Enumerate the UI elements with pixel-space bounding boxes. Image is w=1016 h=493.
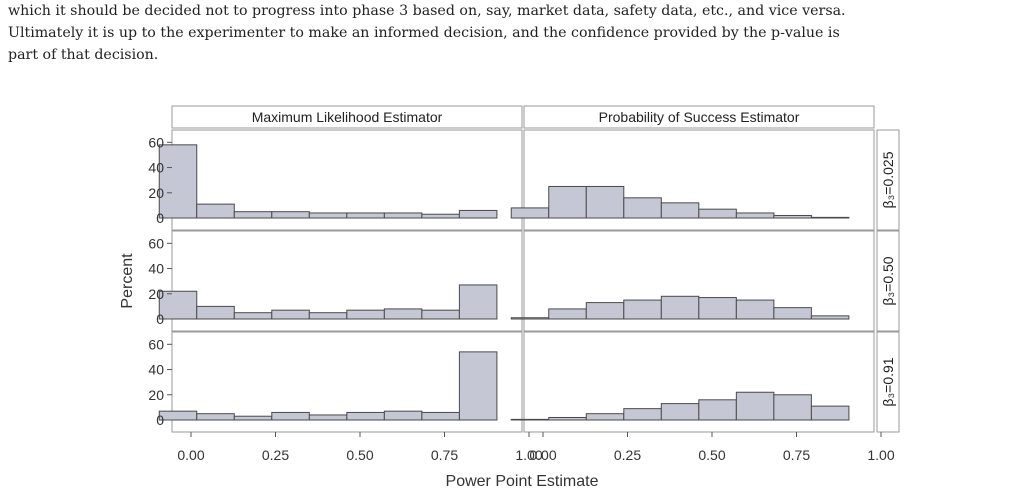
column-strip-label: Maximum Likelihood Estimator [252,109,443,125]
y-tick-label: 60 [148,336,164,352]
histogram-bar [510,418,550,421]
histogram-bar [458,351,498,421]
histogram-bar [383,308,423,320]
histogram-bar [773,307,812,320]
histogram-bar [735,299,775,320]
histogram-bar [735,391,775,421]
histogram-bar [623,299,662,320]
body-paragraph: which it should be decided not to progre… [8,0,1008,66]
x-tick-label: 0.00 [529,447,556,463]
paragraph-line: which it should be decided not to progre… [8,3,846,19]
histogram-bar [271,411,310,421]
histogram-bar [233,415,273,421]
histogram-bar [271,309,310,320]
y-tick-label: 60 [148,134,164,150]
x-tick-label: 1.00 [867,447,894,463]
histogram-bar [421,411,460,421]
y-tick-label: 40 [148,261,164,277]
column-strip [171,105,523,129]
histogram-bar [698,297,737,320]
histogram-bar [346,309,385,320]
x-tick-label: 0.75 [783,447,810,463]
histogram-bar [271,211,310,219]
row-strip [876,230,900,332]
histogram-bar [660,403,700,421]
column-strip [523,105,875,129]
y-axis-title: Percent [119,253,136,309]
x-tick-label: 1.00 [515,447,542,463]
histogram-bar [548,185,587,219]
histogram-bar [810,216,850,219]
row-strip-label: β₃=0.91 [880,357,896,406]
histogram-bar [421,213,460,219]
histogram-bar [660,202,700,219]
histogram-bar [158,290,198,320]
paragraph-line: Ultimately it is up to the experimenter … [8,25,840,41]
histogram-bar [585,302,625,320]
histogram-bar [548,308,587,320]
histogram-bar [773,394,812,421]
histogram-bar [196,305,235,320]
histogram-bar [623,197,662,219]
histogram-bar [196,413,235,421]
x-tick-label: 0.25 [262,447,289,463]
y-tick-label: 0 [156,311,164,327]
histogram-bar [810,405,850,421]
y-tick-label: 0 [156,210,164,226]
histogram-bar [308,212,348,219]
y-tick-label: 20 [148,286,164,302]
histogram-bar [458,284,498,320]
row-strip-label: β₃=0.50 [880,256,896,305]
y-tick-label: 20 [148,185,164,201]
histogram-bar [698,399,737,421]
histogram-bar [773,214,812,219]
x-tick-label: 0.50 [698,447,725,463]
row-strip [876,129,900,231]
histogram-bar [585,185,625,219]
histogram-bar [810,315,850,320]
x-axis-title: Power Point Estimate [446,473,599,490]
paragraph-line: part of that decision. [8,47,159,63]
y-tick-label: 20 [148,387,164,403]
histogram-bar [308,312,348,320]
histogram-bar [585,413,625,421]
histogram-bar [346,411,385,421]
histogram-bar [196,203,235,219]
histogram-bar [233,312,273,320]
histogram-bar [510,207,550,219]
histogram-bar [158,144,198,219]
x-tick-label: 0.00 [177,447,204,463]
x-tick-label: 0.75 [431,447,458,463]
histogram-bar [308,414,348,421]
row-strip [876,331,900,433]
histogram-bar [233,211,273,219]
histogram-bar [735,212,775,219]
histogram-bar [458,209,498,219]
histogram-bar [383,410,423,421]
histogram-bar [421,309,460,320]
y-tick-label: 40 [148,160,164,176]
histogram-bar [548,416,587,421]
histogram-bar [698,208,737,219]
histogram-bar [158,410,198,421]
y-tick-label: 60 [148,235,164,251]
y-tick-label: 40 [148,362,164,378]
x-tick-label: 0.25 [614,447,641,463]
y-tick-label: 0 [156,412,164,428]
histogram-bar [623,408,662,421]
histogram-bar [660,295,700,320]
x-tick-label: 0.50 [346,447,373,463]
row-strip-label: β₃=0.025 [880,151,896,208]
column-strip-label: Probability of Success Estimator [599,109,800,125]
histogram-bar [383,212,423,219]
histogram-bar [510,317,550,320]
histogram-bar [346,212,385,219]
